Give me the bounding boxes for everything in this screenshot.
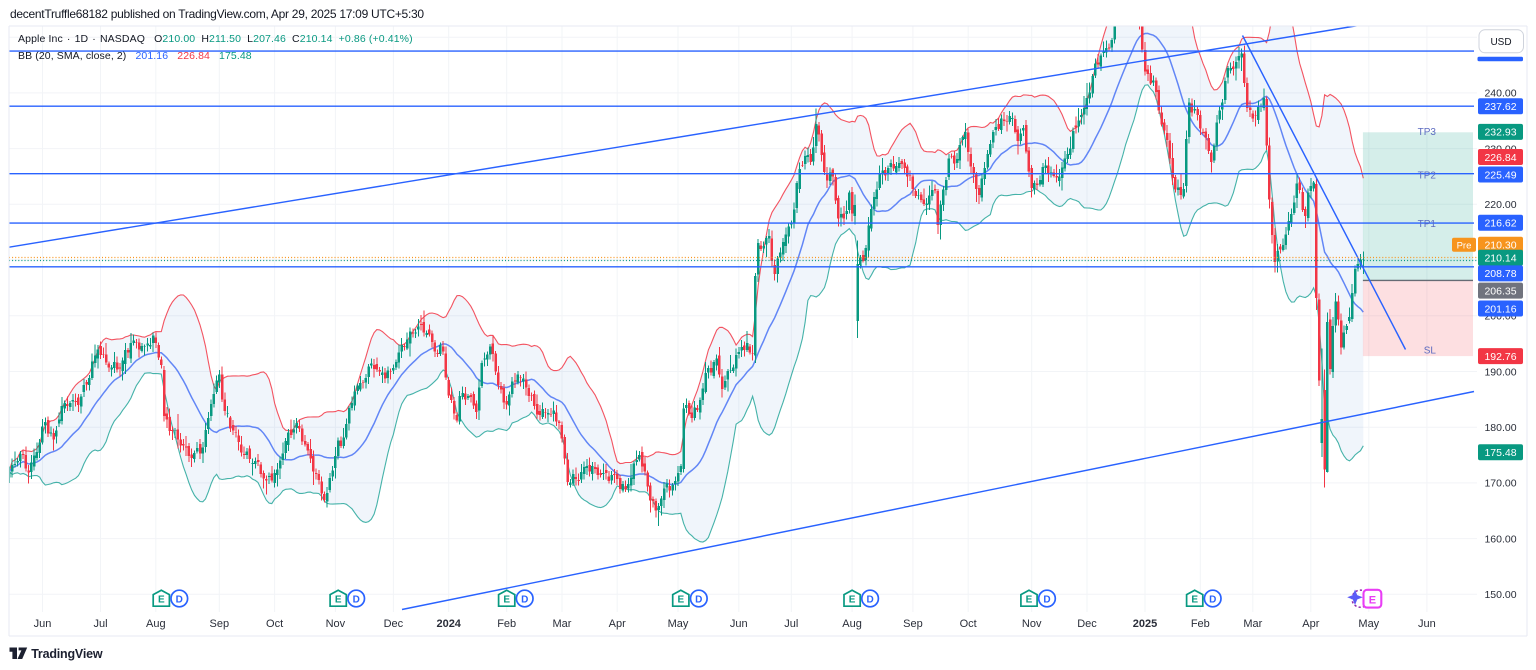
- svg-text:220.00: 220.00: [1484, 199, 1516, 211]
- svg-text:Feb: Feb: [1191, 618, 1210, 630]
- svg-text:Mar: Mar: [553, 618, 572, 630]
- svg-text:TP2: TP2: [1418, 171, 1437, 182]
- svg-text:E: E: [335, 594, 342, 605]
- svg-text:Jun: Jun: [730, 618, 748, 630]
- svg-text:D: D: [521, 594, 528, 605]
- svg-text:Nov: Nov: [326, 618, 346, 630]
- svg-text:240.00: 240.00: [1484, 88, 1516, 100]
- svg-text:Sep: Sep: [210, 618, 230, 630]
- svg-text:D: D: [695, 594, 702, 605]
- svg-text:Dec: Dec: [1077, 618, 1097, 630]
- svg-text:150.00: 150.00: [1484, 589, 1516, 601]
- svg-text:226.84: 226.84: [1484, 152, 1516, 164]
- svg-text:D: D: [866, 594, 873, 605]
- svg-text:201.16: 201.16: [1484, 303, 1516, 315]
- svg-text:May: May: [668, 618, 689, 630]
- svg-text:Apr: Apr: [1302, 618, 1319, 630]
- svg-text:Oct: Oct: [266, 618, 283, 630]
- svg-text:237.62: 237.62: [1484, 101, 1516, 113]
- svg-text:216.62: 216.62: [1484, 218, 1516, 230]
- svg-text:208.78: 208.78: [1484, 268, 1516, 280]
- svg-text:190.00: 190.00: [1484, 366, 1516, 378]
- svg-text:Jul: Jul: [784, 618, 798, 630]
- svg-text:Nov: Nov: [1022, 618, 1042, 630]
- svg-text:D: D: [176, 594, 183, 605]
- svg-text:2024: 2024: [436, 618, 461, 630]
- svg-text:TP3: TP3: [1418, 127, 1437, 138]
- svg-text:Apr: Apr: [609, 618, 626, 630]
- svg-text:180.00: 180.00: [1484, 422, 1516, 434]
- svg-text:E: E: [1369, 595, 1376, 607]
- svg-text:E: E: [1191, 594, 1198, 605]
- svg-text:D: D: [353, 594, 360, 605]
- svg-text:May: May: [1358, 618, 1379, 630]
- svg-text:210.14: 210.14: [1484, 253, 1516, 265]
- svg-text:USD: USD: [1490, 37, 1511, 48]
- svg-text:2025: 2025: [1133, 618, 1157, 630]
- svg-text:E: E: [677, 594, 684, 605]
- svg-text:D: D: [1043, 594, 1050, 605]
- svg-text:Aug: Aug: [842, 618, 862, 630]
- svg-text:Dec: Dec: [384, 618, 404, 630]
- svg-text:Pre: Pre: [1457, 241, 1472, 252]
- svg-text:E: E: [849, 594, 856, 605]
- svg-text:D: D: [1209, 594, 1216, 605]
- svg-text:232.93: 232.93: [1484, 127, 1516, 139]
- svg-text:E: E: [158, 594, 165, 605]
- svg-text:SL: SL: [1424, 346, 1437, 357]
- svg-text:E: E: [503, 594, 510, 605]
- svg-text:Jun: Jun: [1418, 618, 1436, 630]
- svg-text:Feb: Feb: [497, 618, 516, 630]
- svg-text:Jul: Jul: [93, 618, 107, 630]
- svg-text:Sep: Sep: [903, 618, 923, 630]
- svg-text:160.00: 160.00: [1484, 533, 1516, 545]
- svg-text:Oct: Oct: [960, 618, 977, 630]
- svg-text:170.00: 170.00: [1484, 478, 1516, 490]
- svg-text:Aug: Aug: [146, 618, 166, 630]
- svg-text:175.48: 175.48: [1484, 447, 1516, 459]
- svg-text:192.76: 192.76: [1484, 351, 1516, 363]
- svg-text:TradingView: TradingView: [31, 647, 103, 661]
- svg-text:TP1: TP1: [1418, 219, 1437, 230]
- svg-text:E: E: [1026, 594, 1033, 605]
- svg-text:225.49: 225.49: [1484, 169, 1516, 181]
- svg-text:210.30: 210.30: [1484, 240, 1516, 252]
- svg-text:Mar: Mar: [1243, 618, 1262, 630]
- svg-text:206.35: 206.35: [1484, 285, 1516, 297]
- svg-text:Jun: Jun: [34, 618, 52, 630]
